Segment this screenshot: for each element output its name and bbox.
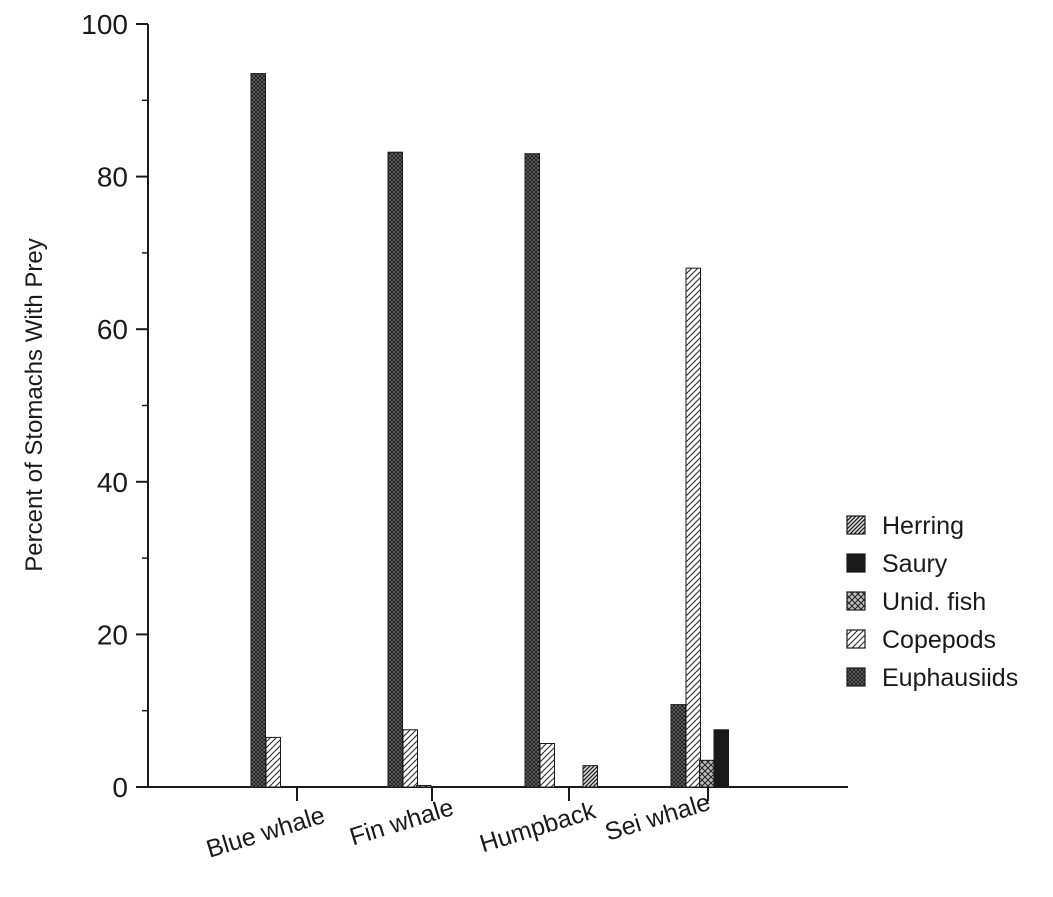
y-axis: 0 20 40 60 80 100 [81,9,149,803]
x-category-label: Sei whale [602,788,714,846]
y-axis-label: Percent of Stomachs With Prey [21,238,48,571]
bar-euphausiids-humpback [524,153,540,788]
legend-swatch [846,629,866,649]
x-category-label: Humpback [476,796,599,858]
y-tick-label: 100 [81,9,128,40]
y-tick-label: 80 [97,162,128,193]
x-ticks: Blue whale Fin whale Humpback Sei whale [203,787,714,864]
bar-euphausiids-fin-whale [387,151,403,788]
bar-copepods-fin-whale [402,729,418,788]
bar-saury-sei-whale [713,729,729,788]
y-tick-label: 0 [112,772,128,803]
bar-unid-fish-sei-whale [699,759,715,788]
bar-copepods-humpback [539,743,555,788]
x-category-label: Blue whale [203,801,328,864]
legend-swatch [846,553,866,573]
x-category-label: Fin whale [346,793,457,851]
y-tick-label: 40 [97,467,128,498]
legend-label: Saury [882,550,948,578]
legend-swatch [846,515,866,535]
bar-euphausiids-blue-whale [250,73,266,788]
legend-swatch [846,591,866,611]
legend-label: Copepods [882,626,996,654]
bar-euphausiids-sei-whale [670,704,686,788]
bars [250,73,729,788]
legend: Herring Saury Unid. fish Copepods Euphausiid… [846,512,1018,692]
y-tick-label: 60 [97,314,128,345]
legend-label: Herring [882,512,964,540]
legend-swatch [846,667,866,687]
legend-label: Euphausiids [882,664,1018,692]
legend-label: Unid. fish [882,588,986,616]
bar-herring-humpback [582,765,598,788]
bar-copepods-blue-whale [265,736,281,788]
y-tick-label: 20 [97,619,128,650]
bar-copepods-sei-whale [685,267,701,788]
bar-unid-fish-fin-whale [416,784,432,788]
y-ticks: 0 20 40 60 80 100 [81,9,148,803]
x-axis: Blue whale Fin whale Humpback Sei whale [148,786,848,864]
